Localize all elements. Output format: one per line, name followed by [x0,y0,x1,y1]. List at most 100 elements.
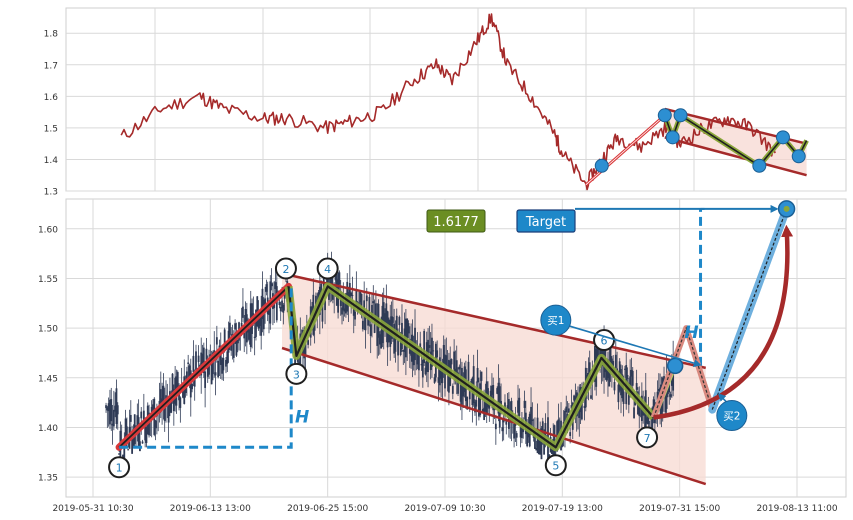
candle-body [521,419,523,439]
candle-body [373,319,376,333]
candle-body [141,441,144,444]
candle-body [432,350,435,352]
overview-panel: 1.3 1.4 1.5 1.6 1.7 1.8 [44,7,847,198]
candle-body [480,371,483,381]
candle-body [530,406,532,432]
candle-body [244,309,247,331]
pattern-overlay [115,200,796,486]
candle-body [107,403,110,412]
candle-body [523,400,526,408]
candle-body [359,291,362,303]
candle-body [569,432,572,436]
pivot-label-6: 6 [601,335,608,348]
candle-body [208,361,210,375]
pivot-label-circle [108,456,131,479]
candle-body [369,324,372,336]
candle-body [261,288,264,319]
candle-body [112,409,115,427]
candle-body [182,391,184,398]
candle-body [616,368,618,371]
target-box [516,209,576,233]
candle-body [255,309,257,337]
candle-body [635,383,638,390]
pivot-label-circle [274,257,297,280]
candle-body [393,323,396,354]
pattern-height-left-label: H [295,408,309,428]
overview-pivot-marker [657,108,672,123]
candle-body [423,330,426,363]
candle-body [496,388,499,394]
pattern-y-tick-label: 1.50 [38,325,58,335]
candle-body [428,345,431,348]
candle-body [380,330,383,349]
overview-y-tick-label: 1.4 [44,156,59,166]
candle-body [458,366,461,370]
overview-pivot-marker [594,158,609,173]
candle-body [205,348,208,360]
overview-plot-frame [65,7,847,192]
candle-body [537,433,540,455]
overview-y-tick-label: 1.5 [44,124,58,134]
candle-body [178,391,180,401]
candle-body [304,343,307,355]
candle-body [341,307,343,315]
candle-body [416,349,419,365]
overview-impulse-highlight [585,114,666,185]
pattern-target-point-core [783,205,790,212]
candle-body [111,423,114,426]
candle-body [364,316,367,331]
pivot-label-7: 7 [644,432,651,445]
candle-body [590,395,592,399]
candle-body [588,362,591,382]
candle-body [144,422,147,441]
overview-y-axis: 1.3 1.4 1.5 1.6 1.7 1.8 [44,30,59,198]
candle-body [275,286,278,321]
candle-body [170,396,173,413]
candle-body [664,387,667,413]
candle-body [544,423,547,437]
candle-body [223,329,226,346]
candle-body [191,383,193,390]
candle-body [626,374,629,379]
price-box [426,209,486,233]
candle-body [234,323,237,330]
candle-body [534,430,536,449]
candle-body [365,295,368,302]
candle-body [159,389,162,410]
candle-body [624,368,626,370]
candle-body [596,347,599,357]
candle-body [185,371,188,384]
buy-point-label: 买2 [723,411,740,423]
overview-y-tick-label: 1.7 [44,61,58,71]
candle-body [268,310,270,315]
candle-body [442,345,445,364]
pattern-y-tick-label: 1.35 [38,474,58,484]
pivot-label-circle [636,426,659,449]
candle-body [176,372,179,389]
candle-body [424,367,427,375]
buy-point-bubble [540,304,572,336]
candle-body [421,359,424,378]
candle-body [502,419,505,423]
candle-body [580,394,583,420]
pattern-x-tick-label: 2019-08-13 11:00 [756,504,837,514]
pivot-label-1: 1 [116,462,123,475]
candle-body [567,408,570,413]
candle-body [631,370,634,386]
candle-body [350,292,353,297]
candle-body [431,337,433,367]
overview-pivot-marker [775,130,790,145]
candle-body [609,347,612,363]
candle-body [450,359,453,365]
candle-body [354,311,356,320]
candle-body [140,411,143,419]
candle-body [209,354,212,357]
candle-body [123,445,126,465]
candle-body [451,385,454,394]
candle-body [406,318,409,345]
candle-body [154,420,157,429]
pattern-y-tick-label: 1.60 [38,225,58,235]
candle-body [497,382,500,414]
pattern-projection [653,326,713,418]
